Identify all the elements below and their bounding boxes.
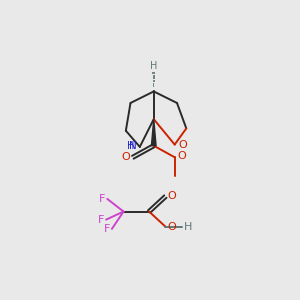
Polygon shape [152, 119, 156, 146]
Text: F: F [98, 194, 105, 204]
Text: H: H [127, 141, 134, 151]
Text: O: O [121, 152, 130, 162]
Text: O: O [178, 151, 186, 161]
Text: F: F [98, 214, 104, 225]
Text: H: H [150, 61, 158, 71]
Text: O: O [179, 140, 188, 150]
Text: O: O [168, 222, 176, 232]
Text: H: H [184, 222, 192, 232]
Text: N: N [129, 141, 137, 151]
Text: O: O [168, 191, 176, 201]
Text: F: F [104, 224, 110, 234]
